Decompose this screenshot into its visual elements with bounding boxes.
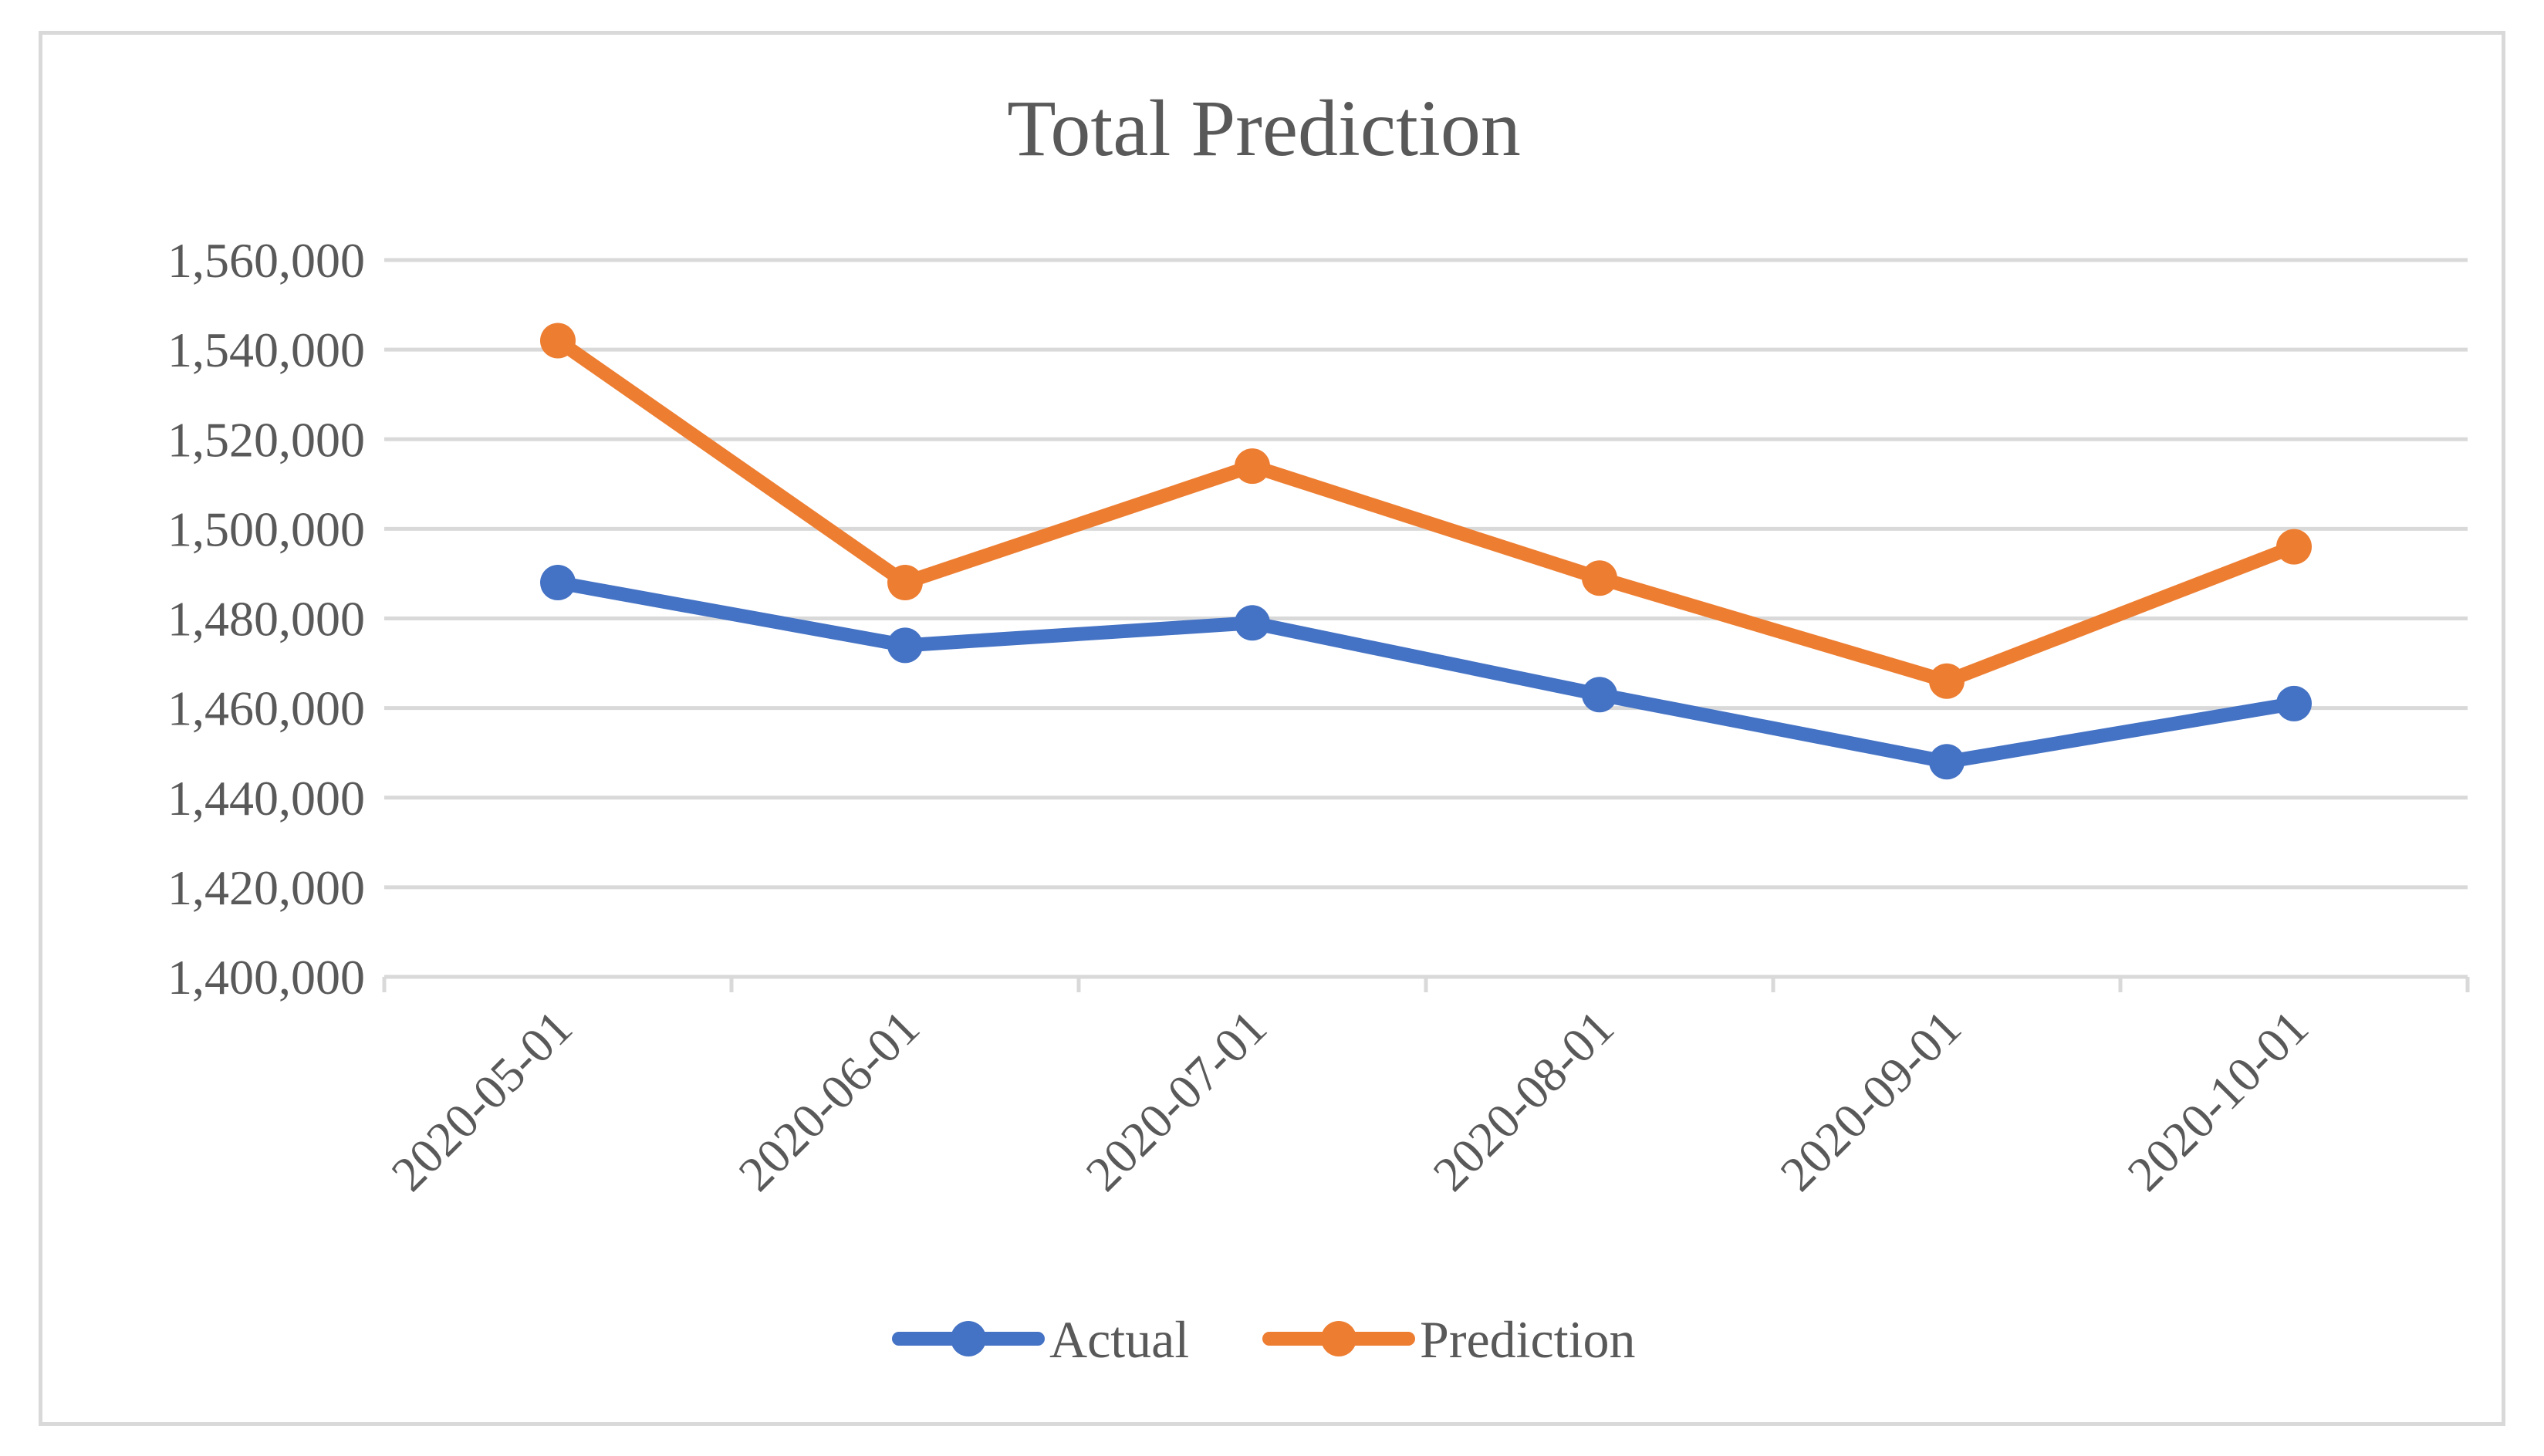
gridlines [384,258,2468,890]
x-tick-label: 2020-05-01 [381,1000,583,1201]
data-point-actual [2276,685,2312,721]
data-point-prediction [2276,529,2312,565]
legend-marker-prediction [1321,1321,1356,1356]
x-tick-label: 2020-07-01 [1076,1000,1277,1201]
x-axis-tick-labels: 2020-05-01 2020-06-01 2020-07-01 2020-08-01… [381,1000,2319,1201]
series-line-actual [551,576,2301,769]
data-point-actual [540,565,576,601]
legend-label-actual: Actual [1049,1310,1189,1369]
x-tick-label: 2020-06-01 [728,1000,930,1201]
legend-label-prediction: Prediction [1420,1310,1636,1369]
x-tick-label: 2020-10-01 [2117,1000,2319,1201]
y-axis-tick-labels: 1,400,000 1,420,000 1,440,000 1,460,000 1,48… [167,233,365,1005]
legend-marker-actual [951,1321,986,1356]
data-point-actual [1929,744,1965,780]
x-tick-label: 2020-09-01 [1770,1000,1971,1201]
data-point-prediction [1929,663,1965,699]
series-line-prediction [551,333,2301,688]
chart-frame: Total Prediction 1,400,000 1,420,000 1,440… [39,31,2505,1426]
legend: Actual Prediction [892,1310,1636,1369]
x-tick-label: 2020-08-01 [1423,1000,1624,1201]
data-point-prediction [540,323,576,359]
series-lines [540,323,2312,780]
y-tick-label: 1,480,000 [167,592,365,647]
y-tick-label: 1,520,000 [167,412,365,467]
y-tick-label: 1,440,000 [167,771,365,826]
line-chart: Total Prediction 1,400,000 1,420,000 1,440… [167,84,2470,1369]
y-tick-label: 1,560,000 [167,233,365,288]
data-point-prediction [1235,448,1270,485]
data-point-prediction [887,565,923,601]
y-tick-label: 1,460,000 [167,681,365,736]
y-tick-label: 1,500,000 [167,502,365,556]
data-point-actual [887,627,923,664]
y-tick-label: 1,420,000 [167,860,365,915]
data-point-actual [1582,677,1617,713]
x-axis [382,975,2470,992]
data-point-actual [1235,605,1270,641]
y-tick-label: 1,540,000 [167,323,365,377]
y-tick-label: 1,400,000 [167,950,365,1005]
chart-title: Total Prediction [1007,84,1521,173]
data-point-prediction [1582,560,1617,596]
